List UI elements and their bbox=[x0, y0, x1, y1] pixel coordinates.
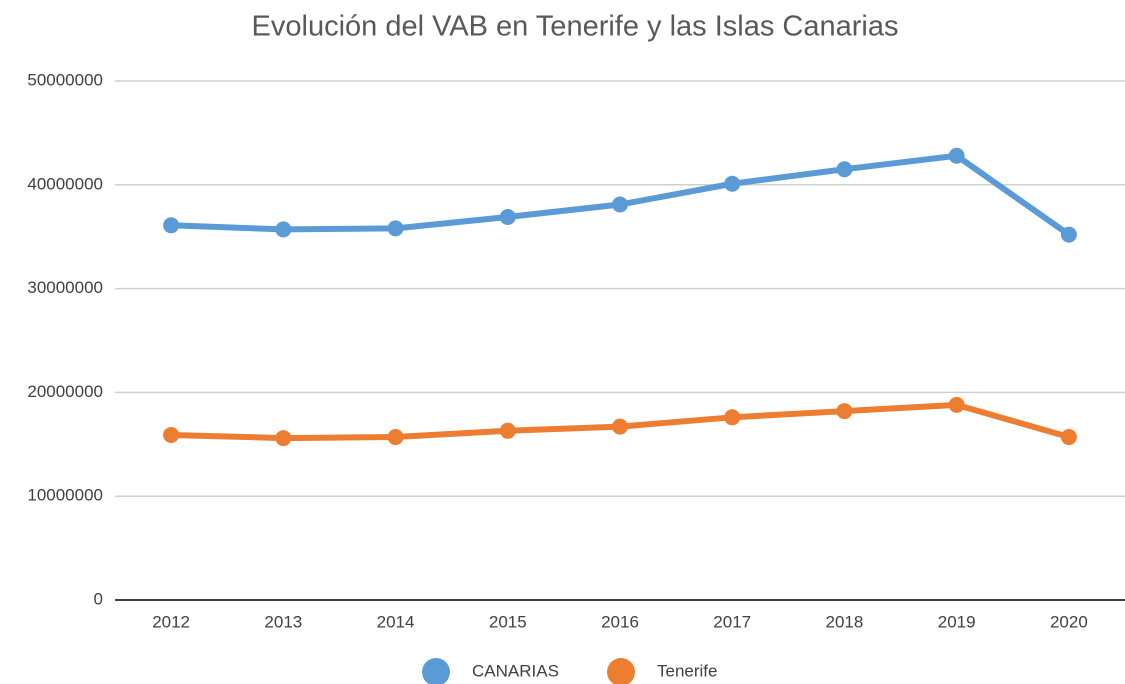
data-point bbox=[724, 409, 741, 426]
y-tick-label: 40000000 bbox=[27, 174, 103, 193]
x-tick-label: 2019 bbox=[938, 612, 976, 631]
x-tick-label: 2013 bbox=[264, 612, 302, 631]
data-point bbox=[612, 196, 628, 213]
y-tick-label: 30000000 bbox=[27, 278, 103, 297]
x-tick-label: 2016 bbox=[601, 612, 639, 631]
x-tick-label: 2012 bbox=[152, 612, 190, 631]
x-tick-label: 2017 bbox=[713, 612, 751, 631]
data-point bbox=[163, 217, 180, 234]
x-tick-label: 2020 bbox=[1050, 612, 1088, 631]
data-point bbox=[275, 430, 292, 447]
data-point bbox=[724, 175, 741, 192]
data-point bbox=[612, 418, 628, 435]
data-point bbox=[387, 429, 404, 446]
data-point bbox=[163, 426, 180, 443]
data-point bbox=[275, 221, 292, 238]
y-tick-label: 20000000 bbox=[27, 382, 103, 401]
y-tick-label: 10000000 bbox=[27, 486, 103, 505]
x-tick-label: 2015 bbox=[489, 612, 527, 631]
data-point bbox=[948, 147, 965, 164]
x-tick-label: 2014 bbox=[377, 612, 415, 631]
data-point bbox=[948, 396, 965, 413]
series-line bbox=[171, 152, 1071, 238]
legend-label: Tenerife bbox=[657, 661, 717, 680]
chart-title: Evolución del VAB en Tenerife y las Isla… bbox=[252, 11, 899, 43]
data-point bbox=[499, 422, 516, 439]
x-tick-label: 2018 bbox=[826, 612, 864, 631]
data-point bbox=[499, 208, 516, 225]
data-point bbox=[387, 220, 404, 237]
y-tick-label: 50000000 bbox=[27, 70, 103, 89]
y-tick-label: 0 bbox=[94, 589, 103, 608]
legend-marker bbox=[422, 658, 450, 684]
data-point bbox=[836, 161, 853, 178]
legend-label: CANARIAS bbox=[472, 661, 559, 680]
data-point bbox=[1060, 226, 1077, 243]
data-point bbox=[1060, 429, 1077, 446]
data-point bbox=[836, 403, 853, 420]
legend-marker bbox=[607, 658, 635, 684]
